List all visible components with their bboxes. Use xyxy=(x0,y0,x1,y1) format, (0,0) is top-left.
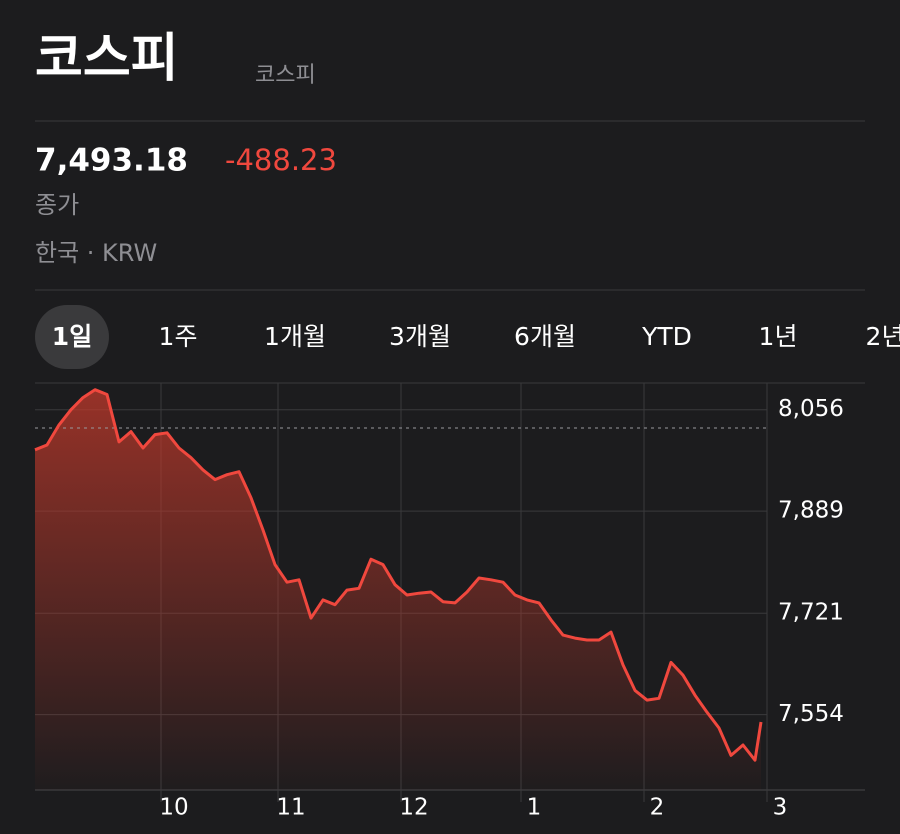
price-line xyxy=(34,388,763,762)
y-tick-label: 8,056 xyxy=(778,396,844,422)
x-tick-label: 12 xyxy=(399,795,428,821)
x-tick-label: 11 xyxy=(276,795,305,821)
range-tab[interactable]: 6개월 xyxy=(514,322,576,351)
range-tab[interactable]: 3개월 xyxy=(389,322,451,351)
exchange: 한국 · KRW xyxy=(35,239,157,267)
range-tabs: 1일 1주 1개월 3개월 6개월 YTD 1년 2년 xyxy=(35,305,900,369)
subtitle: 코스피 xyxy=(255,63,316,88)
y-tick-label: 7,721 xyxy=(778,600,844,626)
selected-tab-bg xyxy=(35,305,109,369)
range-tab[interactable]: 1년 xyxy=(759,322,798,351)
x-tick-label: 2 xyxy=(650,795,665,821)
area-fill xyxy=(35,389,761,790)
price-change: -488.23 xyxy=(225,143,337,177)
range-tab[interactable]: 1개월 xyxy=(264,322,326,351)
range-tab[interactable]: YTD xyxy=(641,322,692,351)
status: 종가 xyxy=(35,191,79,219)
y-tick-label: 7,889 xyxy=(778,498,844,524)
price: 7,493.18 xyxy=(35,143,188,179)
range-tab[interactable]: 1주 xyxy=(159,322,198,351)
x-tick-label: 1 xyxy=(527,795,542,821)
y-tick-label: 7,554 xyxy=(778,701,844,727)
range-tab[interactable]: 1일 xyxy=(52,322,92,351)
title: 코스피 xyxy=(35,29,179,89)
x-tick-label: 3 xyxy=(773,795,788,821)
range-tab[interactable]: 2년 xyxy=(866,322,900,351)
x-tick-label: 10 xyxy=(159,795,188,821)
